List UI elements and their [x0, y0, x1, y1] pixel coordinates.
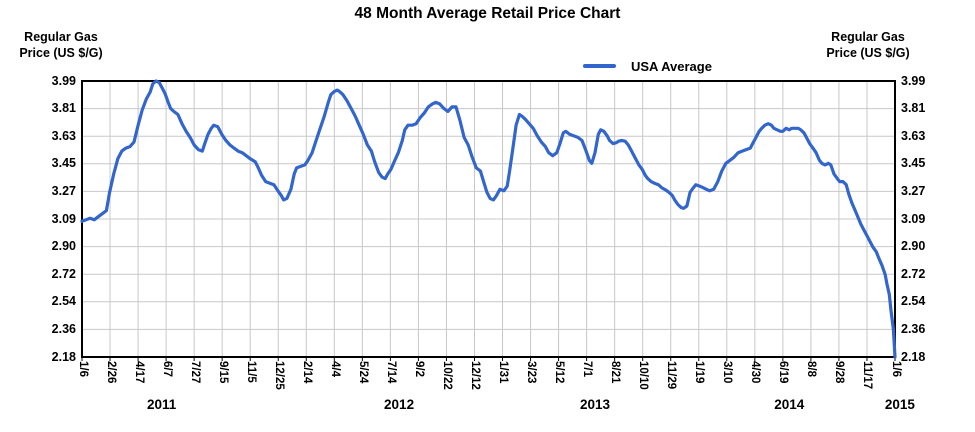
y-tick-label-right: 3.63: [901, 128, 926, 143]
x-tick-label: 2/26: [104, 361, 117, 384]
y-tick-label-right: 2.18: [901, 349, 926, 364]
y-tick-label-right: 3.45: [901, 156, 926, 171]
x-tick-label: 9/2: [412, 361, 425, 377]
y-tick-label-left: 2.72: [51, 266, 76, 281]
y-tick-label-left: 3.63: [51, 128, 76, 143]
x-tick-label: 7/14: [384, 361, 397, 384]
y-axis-title-right-line2: Price (US $/G): [826, 45, 910, 60]
x-tick-label: 3/10: [721, 361, 734, 384]
x-tick-label: 11/17: [861, 361, 874, 390]
y-tick-label-right: 2.90: [901, 239, 926, 254]
x-year-label: 2011: [147, 397, 177, 412]
y-tick-label-right: 3.27: [901, 183, 926, 198]
x-tick-label: 5/24: [356, 361, 369, 384]
x-tick-label: 10/10: [637, 361, 650, 390]
x-tick-label: 6/19: [777, 361, 790, 384]
y-tick-label-right: 2.36: [901, 321, 926, 336]
x-tick-label: 3/23: [525, 361, 538, 384]
x-tick-label: 5/12: [553, 361, 566, 384]
plot-area: [81, 80, 896, 358]
y-axis-title-right: Regular Gas Price (US $/G): [806, 30, 930, 61]
legend-line-swatch-icon: [583, 64, 616, 68]
x-tick-label: 9/28: [833, 361, 846, 384]
y-axis-title-left-line2: Price (US $/G): [19, 45, 103, 60]
y-tick-label-left: 2.90: [51, 239, 76, 254]
x-tick-label: 8/21: [609, 361, 622, 384]
y-axis-title-left-line1: Regular Gas: [24, 30, 98, 44]
x-tick-label: 11/5: [244, 361, 257, 383]
x-tick-label: 1/6: [76, 361, 89, 377]
y-tick-label-left: 2.18: [51, 349, 76, 364]
x-tick-label: 7/1: [581, 361, 594, 377]
x-tick-label: 1/31: [497, 361, 510, 384]
legend-series-label: USA Average: [631, 58, 712, 74]
x-tick-label: 4/30: [749, 361, 762, 384]
x-tick-label: 12/25: [272, 361, 285, 390]
y-tick-label-left: 2.54: [51, 294, 76, 309]
y-tick-label-right: 3.99: [901, 73, 926, 88]
x-tick-label: 4/17: [132, 361, 145, 384]
legend: USA Average: [583, 57, 712, 75]
y-axis-title-left: Regular Gas Price (US $/G): [2, 30, 120, 61]
y-tick-label-left: 3.99: [51, 73, 76, 88]
x-tick-label: 6/7: [160, 361, 173, 377]
y-tick-label-right: 3.09: [901, 211, 926, 226]
y-tick-label-left: 3.81: [51, 101, 76, 116]
x-tick-label: 1/6: [889, 361, 902, 377]
x-year-label: 2014: [774, 397, 805, 412]
x-tick-label: 12/12: [468, 361, 481, 390]
y-tick-label-left: 3.45: [51, 156, 76, 171]
x-year-label: 2012: [384, 397, 415, 412]
x-tick-label: 1/19: [693, 361, 706, 384]
x-tick-label: 11/29: [665, 361, 678, 390]
x-tick-label: 9/15: [216, 361, 229, 384]
x-year-label: 2015: [884, 397, 915, 412]
y-tick-label-right: 2.54: [901, 294, 926, 309]
x-tick-label: 7/27: [188, 361, 201, 384]
x-tick-label: 8/8: [805, 361, 818, 377]
y-tick-label-right: 3.81: [901, 101, 926, 116]
x-tick-label: 10/22: [440, 361, 453, 390]
y-tick-label-left: 2.36: [51, 321, 76, 336]
usa-average-line: [80, 79, 897, 359]
y-tick-label-left: 3.09: [51, 211, 76, 226]
y-axis-title-right-line1: Regular Gas: [831, 30, 905, 44]
x-year-label: 2013: [579, 397, 611, 412]
chart-title: 48 Month Average Retail Price Chart: [354, 5, 621, 22]
y-tick-label-right: 2.72: [901, 266, 926, 281]
x-tick-label: 2/14: [300, 361, 313, 384]
y-tick-label-left: 3.27: [51, 183, 76, 198]
x-tick-label: 4/4: [328, 361, 341, 377]
